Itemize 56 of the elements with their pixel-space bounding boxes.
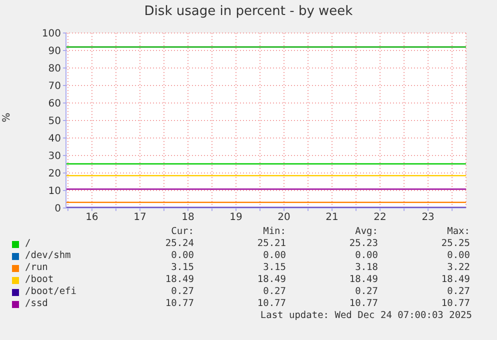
y-tick-label: 40 — [48, 134, 61, 145]
legend-label: / — [24, 238, 32, 250]
x-tick-label: 17 — [134, 212, 146, 224]
x-tick-label: 20 — [278, 212, 290, 224]
x-tick-label: 16 — [86, 212, 98, 224]
legend-label: /ssd — [24, 298, 49, 310]
y-tick-label: 90 — [48, 46, 61, 58]
y-axis-title: % — [1, 112, 12, 122]
y-tick-label: 0 — [54, 204, 61, 215]
legend-label: /boot — [24, 274, 55, 286]
y-tick-label: 50 — [48, 116, 61, 128]
y-tick-label: 20 — [48, 168, 61, 180]
text: 0.00 — [170, 250, 194, 262]
text: Avg: — [354, 226, 378, 238]
text: 10.77 — [440, 298, 470, 310]
text: 10.77 — [164, 298, 194, 310]
text: 0.00 — [354, 250, 378, 262]
y-tick-label: 10 — [48, 186, 61, 198]
text: Cur: — [170, 226, 194, 238]
text: 18.49 — [348, 274, 378, 286]
x-tick-label: 19 — [230, 212, 242, 224]
y-tick-label: 30 — [48, 151, 61, 162]
text: 0.27 — [354, 286, 378, 298]
y-tick-label: 100 — [42, 28, 61, 40]
text: 3.15 — [262, 262, 286, 274]
text: Min: — [262, 226, 286, 238]
text: 25.25 — [440, 238, 470, 250]
text: 10.77 — [348, 298, 378, 310]
text: 25.24 — [164, 238, 194, 250]
x-tick-label: 18 — [182, 212, 194, 224]
x-tick-label: 21 — [326, 212, 338, 224]
text: 0.27 — [170, 286, 194, 298]
text: 0.00 — [446, 250, 470, 262]
chart-title: Disk usage in percent - by week — [143, 4, 354, 19]
text: 3.22 — [446, 262, 470, 274]
legend-label: /run — [24, 262, 49, 274]
legend-label: /dev/shm — [24, 250, 72, 262]
text: 0.27 — [262, 286, 286, 298]
text: Last update: Wed Dec 24 07:00:03 2025 — [259, 310, 472, 322]
text: 18.49 — [164, 274, 194, 286]
text: 25.23 — [348, 238, 378, 250]
x-tick-label: 22 — [374, 212, 386, 224]
text: Max: — [446, 226, 470, 238]
y-tick-label: 60 — [48, 98, 61, 110]
y-tick-label: 70 — [48, 81, 61, 92]
y-tick-label: 80 — [48, 64, 61, 75]
text: 3.15 — [170, 262, 194, 274]
text: 18.49 — [256, 274, 286, 286]
text: 0.00 — [262, 250, 286, 262]
text: 10.77 — [256, 298, 286, 310]
text: 0.27 — [446, 286, 470, 298]
legend-label: /boot/efi — [24, 286, 78, 298]
text: 18.49 — [440, 274, 470, 286]
x-tick-label: 23 — [422, 212, 434, 224]
text: 25.21 — [256, 238, 286, 250]
text: 3.18 — [354, 262, 378, 274]
